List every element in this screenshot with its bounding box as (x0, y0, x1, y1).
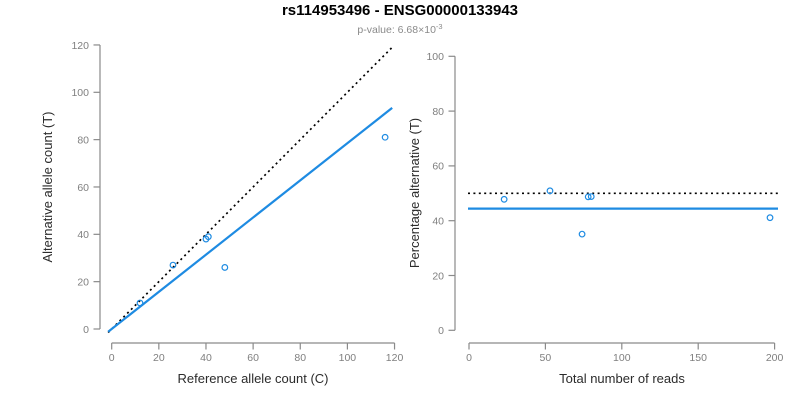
y-tick-label: 80 (77, 134, 89, 146)
data-point (584, 193, 592, 201)
y-tick-label: 60 (77, 182, 89, 194)
p-value-subtitle: p-value: 6.68×10-3 (357, 22, 442, 36)
y-tick-label: 120 (71, 40, 89, 52)
y-tick-label: 100 (71, 87, 89, 99)
x-tick-label: 0 (466, 352, 472, 364)
data-point (136, 299, 144, 307)
x-tick-label: 100 (339, 352, 357, 364)
y-tick-label: 80 (432, 106, 444, 118)
x-tick-label: 80 (294, 352, 306, 364)
y-tick-label: 20 (432, 270, 444, 282)
x-tick-label: 50 (540, 352, 552, 364)
x-tick-label: 100 (613, 352, 631, 364)
page-title: rs114953496 - ENSG00000133943 (282, 2, 518, 19)
y-tick-label: 20 (77, 276, 89, 288)
data-point (381, 133, 389, 141)
data-point (169, 261, 177, 269)
y-tick-label: 0 (438, 325, 444, 337)
data-point (578, 230, 586, 238)
data-point (766, 214, 774, 222)
left-y-axis-title: Alternative allele count (T) (40, 111, 55, 262)
y-tick-label: 0 (83, 324, 89, 336)
x-tick-label: 60 (247, 352, 259, 364)
left-x-axis-title: Reference allele count (C) (177, 371, 328, 386)
x-tick-label: 0 (109, 352, 115, 364)
x-tick-label: 40 (200, 352, 212, 364)
y-tick-label: 60 (432, 161, 444, 173)
right-scatter-plot: 0 20 40 60 80 100 0 50 100 150 200 (426, 51, 783, 364)
left-scatter-plot: 0 20 40 60 80 100 120 0 20 40 60 80 100 120 (71, 40, 403, 364)
data-point (500, 195, 508, 203)
y-tick-label: 100 (426, 51, 444, 63)
y-tick-label: 40 (77, 229, 89, 241)
x-tick-label: 20 (153, 352, 165, 364)
data-point (204, 233, 212, 241)
y-tick-label: 40 (432, 216, 444, 228)
data-point (587, 193, 595, 200)
x-tick-label: 200 (766, 352, 784, 364)
right-x-axis-title: Total number of reads (559, 371, 685, 386)
p-value-prefix: p-value: (357, 24, 397, 36)
right-y-axis-title: Percentage alternative (T) (407, 118, 422, 268)
x-tick-label: 150 (689, 352, 707, 364)
p-value-mantissa: 6.68×10 (398, 24, 436, 36)
identity-line (107, 46, 393, 334)
p-value-exponent: -3 (436, 22, 443, 31)
x-tick-label: 120 (386, 352, 404, 364)
data-point (221, 264, 229, 271)
data-point (546, 187, 554, 195)
fit-line (107, 107, 393, 333)
